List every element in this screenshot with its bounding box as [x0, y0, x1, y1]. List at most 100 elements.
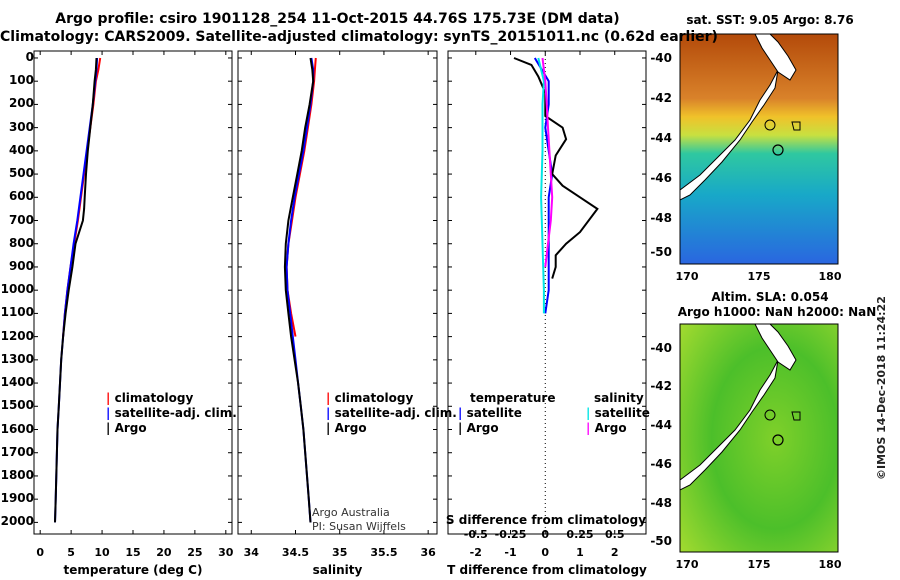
x-axis-title: temperature (deg C)	[63, 563, 203, 577]
sla-map-coast	[679, 359, 779, 491]
map-panels	[679, 33, 839, 553]
panel-frame	[237, 50, 438, 535]
sst-lat-tick: -42	[650, 91, 672, 105]
legend-entry: | climatology	[106, 391, 237, 406]
s-tick-label: -0.5	[463, 528, 488, 541]
legend-label: Argo	[114, 421, 147, 435]
s-tick-label: 0.5	[604, 528, 625, 541]
sst-lat-tick: -48	[650, 211, 672, 225]
credit-line: PI: Susan Wijffels	[312, 520, 406, 533]
x-tick-label: 36	[420, 546, 436, 559]
sst-lat-tick: -46	[650, 171, 672, 185]
depth-tick-label: 700	[8, 212, 34, 227]
depth-tick-label: 800	[8, 235, 34, 250]
x-tick-label: 30	[218, 546, 234, 559]
depth-tick-label: 0	[25, 49, 34, 64]
sla-map-coast-north	[754, 323, 797, 371]
timestamp-stamp: ©IMOS 14-Dec-2018 11:24:22	[875, 296, 888, 480]
sal-legend: | climatology | satellite-adj. clim. | A…	[326, 391, 457, 436]
legend-label: Argo	[466, 421, 499, 435]
legend-entry: | satellite-adj. clim.	[326, 406, 457, 421]
x-tick-label: 5	[67, 546, 75, 559]
sla-map-title2: Argo h1000: NaN h2000: NaN	[677, 305, 877, 319]
x-tick-label: 34	[243, 546, 259, 559]
legend-swatch-icon: |	[586, 406, 591, 420]
depth-tick-label: 1900	[0, 491, 34, 506]
depth-tick-label: 1800	[0, 467, 34, 482]
depth-tick-label: 1700	[0, 444, 34, 459]
sla-lat-tick: -44	[650, 418, 672, 432]
legend-entry: | Argo	[106, 421, 237, 436]
sla-lat-tick: -46	[650, 457, 672, 471]
legend-label: satellite	[594, 406, 650, 420]
sst-lon-tick: 175	[747, 270, 771, 283]
sst-argo-position	[772, 144, 784, 156]
sst-lon-tick: 170	[675, 270, 699, 283]
depth-tick-label: 200	[8, 96, 34, 111]
series-line	[513, 57, 599, 279]
depth-tick-label: 1600	[0, 421, 34, 436]
sst-map-title: sat. SST: 9.05 Argo: 8.76	[686, 13, 854, 27]
sla-map-island	[791, 411, 801, 421]
x-tick-label: 0	[36, 546, 45, 559]
sst-map-coast	[679, 69, 779, 201]
x-tick-label: 25	[187, 546, 203, 559]
legend-label: satellite-adj. clim.	[114, 406, 237, 420]
legend-entry: | satellite	[458, 406, 555, 421]
legend-swatch-icon: |	[106, 391, 111, 405]
legend-swatch-icon: |	[326, 391, 331, 405]
sla-lon-tick: 180	[818, 558, 842, 571]
x-axis-title: T difference from climatology	[447, 563, 647, 577]
legend-swatch-icon: |	[458, 421, 463, 435]
s-tick-label: 0	[541, 528, 550, 541]
legend-title: temperature	[470, 391, 556, 405]
legend-label: Argo	[334, 421, 367, 435]
x-tick-label: -1	[504, 546, 517, 559]
sst-map-field	[680, 34, 838, 264]
credit-line: Argo Australia	[312, 506, 390, 519]
x-tick-label: 15	[125, 546, 141, 559]
sla-lat-tick: -42	[650, 379, 672, 393]
sst-lat-tick: -44	[650, 131, 672, 145]
depth-tick-label: 900	[8, 258, 34, 273]
depth-tick-label: 100	[8, 73, 34, 88]
sst-lat-tick: -50	[650, 245, 672, 259]
sla-argo-position	[772, 434, 784, 446]
legend-swatch-icon: |	[586, 421, 591, 435]
temp-legend: | climatology | satellite-adj. clim. | A…	[106, 391, 237, 436]
figure-title-line1: Argo profile: csiro 1901128_254 11-Oct-2…	[55, 11, 620, 27]
legend-label: satellite-adj. clim.	[334, 406, 457, 420]
sst-lat-tick: -40	[650, 51, 672, 65]
legend-label: climatology	[114, 391, 194, 405]
figure-title-line2: Climatology: CARS2009. Satellite-adjuste…	[0, 29, 718, 45]
depth-tick-label: 500	[8, 166, 34, 181]
sst-lon-tick: 180	[818, 270, 842, 283]
legend-swatch-icon: |	[106, 421, 111, 435]
profile-panels	[33, 50, 647, 535]
legend-entry: | Argo	[326, 421, 457, 436]
depth-tick-label: 1300	[0, 351, 34, 366]
legend-swatch-icon: |	[326, 406, 331, 420]
depth-tick-label: 2000	[0, 514, 34, 529]
diff-legend-temperature: temperature | satellite | Argo	[458, 391, 555, 436]
depth-tick-label: 400	[8, 142, 34, 157]
legend-label: climatology	[334, 391, 414, 405]
sla-lat-tick: -40	[650, 341, 672, 355]
legend-entry: | Argo	[586, 421, 650, 436]
series-line	[285, 57, 315, 523]
credit-text: Argo Australia PI: Susan Wijffels	[312, 506, 406, 534]
legend-label: Argo	[594, 421, 627, 435]
series-line	[283, 57, 315, 523]
sla-map-field	[680, 324, 838, 552]
sla-map-frame	[679, 323, 839, 553]
s-tick-label: 0.25	[566, 528, 594, 541]
sst-ring	[764, 119, 776, 131]
depth-tick-label: 1000	[0, 282, 34, 297]
panel-frame	[33, 50, 233, 535]
sla-lat-tick: -48	[650, 496, 672, 510]
x-tick-label: 10	[94, 546, 110, 559]
depth-tick-label: 600	[8, 189, 34, 204]
legend-title: salinity	[594, 391, 644, 405]
legend-label: satellite	[466, 406, 522, 420]
sla-lon-tick: 170	[675, 558, 699, 571]
